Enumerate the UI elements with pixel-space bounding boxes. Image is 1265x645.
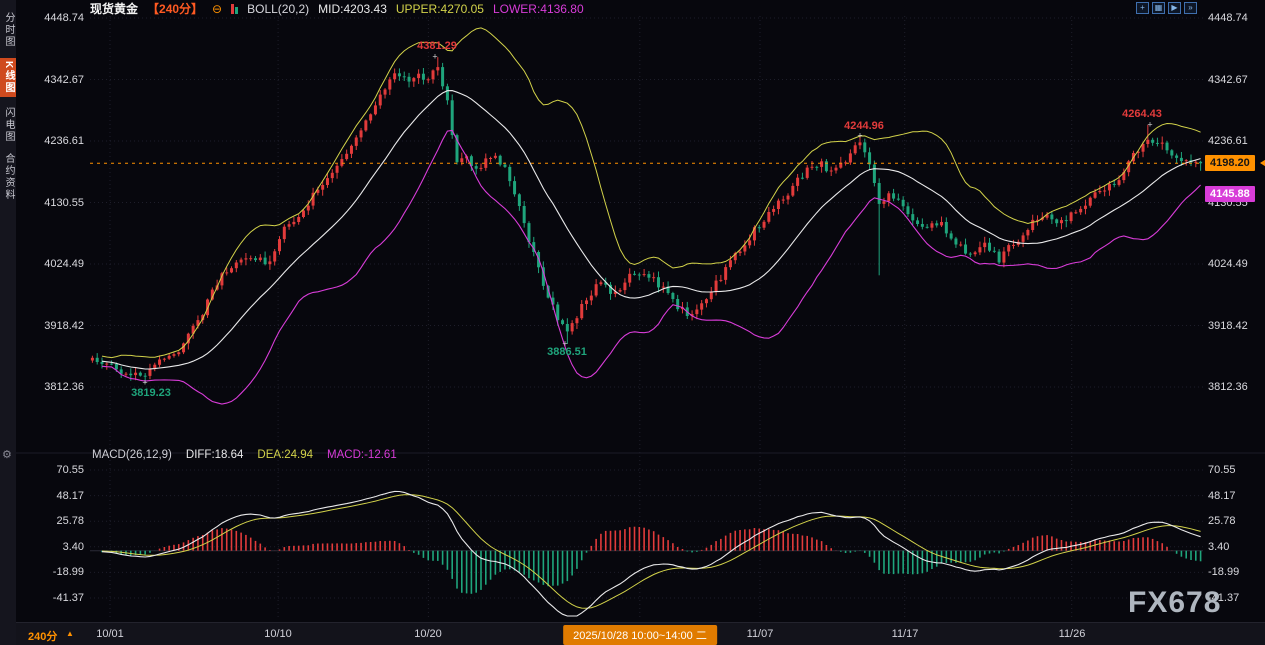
macd-diff-line	[101, 490, 1201, 617]
macd-histogram	[101, 526, 1202, 594]
window-toolbar: + ▦ ▶ »	[1136, 2, 1197, 14]
x-axis-date-label: 11/17	[891, 628, 919, 640]
x-axis-date-label: 10/01	[96, 628, 124, 640]
x-axis-date-label: 11/07	[746, 628, 774, 640]
macd-diff-value: DIFF:18.64	[185, 449, 244, 461]
timeframe-label[interactable]: 【240分】	[147, 2, 204, 16]
candles-layer	[90, 57, 1203, 383]
macd-header: MACD(26,12,9) DIFF:18.64 DEA:24.94 MACD:…	[92, 449, 397, 461]
grid-lines	[16, 16, 1265, 618]
current-price-arrow-icon	[1255, 158, 1265, 168]
macd-value: MACD:-12.61	[327, 449, 397, 461]
macd-indicator-name[interactable]: MACD(26,12,9)	[92, 449, 172, 461]
sidebar-item-contract-info[interactable]: 合约资料	[3, 153, 14, 202]
boll-upper-line	[101, 27, 1201, 359]
timeframe-label-bottom[interactable]: 240分	[28, 631, 58, 643]
macd-dea-line	[101, 494, 1201, 609]
sidebar-item-kline-chart[interactable]: K线图	[0, 58, 16, 98]
tile-windows-icon[interactable]: ▦	[1152, 2, 1165, 14]
gear-icon[interactable]: ⚙	[2, 449, 12, 461]
current-candle-time-label: 2025/10/28 10:00~14:00 二	[563, 625, 717, 645]
boll-lower-value: LOWER:4136.80	[492, 1, 584, 16]
boll-mid-line	[101, 90, 1201, 370]
boll-upper-value: UPPER:4270.05	[395, 1, 484, 16]
x-axis-date-label: 11/26	[1058, 628, 1086, 640]
candlestick-icon	[231, 3, 239, 14]
fx678-watermark: FX678	[1128, 586, 1222, 619]
sidebar: 分时图 K线图 闪电图 合约资料 ⚙	[0, 0, 16, 645]
sidebar-item-time-chart[interactable]: 分时图	[3, 12, 14, 48]
sidebar-item-lightning-chart[interactable]: 闪电图	[3, 107, 14, 144]
indicator-name[interactable]: BOLL(20,2)	[247, 1, 310, 16]
minus-circle-icon[interactable]: ⊖	[212, 1, 223, 16]
symbol-name: 现货黄金	[90, 2, 139, 16]
chart-header: 现货黄金 【240分】 ⊖ BOLL(20,2) MID:4203.43 UPP…	[90, 1, 584, 17]
play-icon[interactable]: ▶	[1168, 2, 1181, 14]
x-axis-date-label: 10/20	[414, 628, 442, 640]
triangle-up-icon[interactable]: ▲	[66, 629, 74, 638]
crosshair-icon[interactable]: +	[1136, 2, 1149, 14]
boll-lower-line	[101, 129, 1201, 405]
x-axis-bar: 240分 ▲ 10/01 10/10 10/20 2025/10/28 10:00~1…	[0, 622, 1265, 645]
x-axis-date-label: 10/10	[264, 628, 292, 640]
boll-mid-value: MID:4203.43	[318, 1, 387, 16]
macd-dea-value: DEA:24.94	[257, 449, 314, 461]
step-forward-icon[interactable]: »	[1184, 2, 1197, 14]
